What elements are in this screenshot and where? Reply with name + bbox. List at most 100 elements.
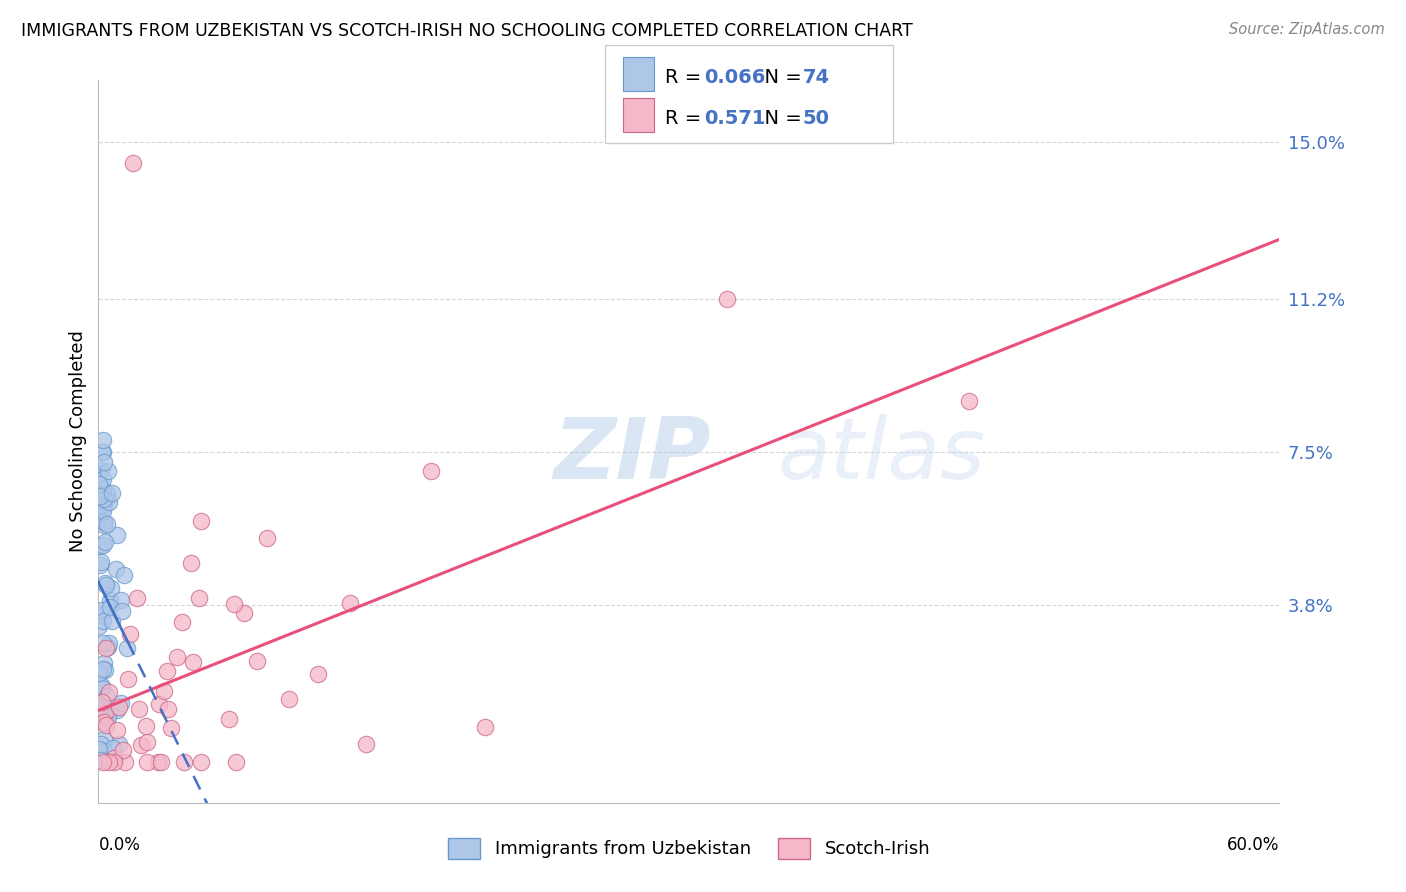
Point (110, 696, 132, 710)
Point (474, 720, 496, 734)
Point (87, 500, 110, 514)
Point (118, 626, 141, 640)
Y-axis label: No Schooling Completed: No Schooling Completed (69, 331, 87, 552)
Point (91, 603, 114, 617)
Point (91, 484, 114, 499)
Point (97, 464, 120, 478)
Point (105, 703, 128, 717)
Point (420, 464, 443, 478)
Point (166, 650, 188, 665)
Point (93, 515, 115, 529)
Text: atlas: atlas (778, 415, 986, 498)
Point (93, 518, 115, 533)
Point (110, 593, 132, 607)
Point (156, 702, 179, 716)
Point (105, 561, 128, 575)
Point (89, 741, 111, 756)
Point (89, 491, 111, 506)
Point (94, 640, 117, 655)
Text: N =: N = (752, 68, 808, 87)
Point (307, 667, 329, 681)
Point (105, 723, 128, 738)
Point (107, 700, 129, 714)
Point (90, 463, 112, 477)
Point (90, 700, 112, 714)
Point (89, 700, 111, 714)
Point (101, 740, 124, 755)
Point (98, 755, 121, 769)
Point (91, 755, 114, 769)
Point (190, 755, 212, 769)
Point (188, 591, 211, 606)
Text: R =: R = (665, 109, 707, 128)
Point (96, 485, 118, 500)
Point (278, 692, 301, 706)
Point (246, 654, 269, 668)
Point (89, 492, 111, 507)
Point (173, 755, 195, 769)
Text: 60.0%: 60.0% (1227, 836, 1279, 854)
Point (135, 719, 157, 733)
Point (91, 662, 114, 676)
Point (98, 592, 121, 607)
Text: Source: ZipAtlas.com: Source: ZipAtlas.com (1229, 22, 1385, 37)
Point (91, 537, 114, 551)
Point (89, 539, 111, 553)
Text: R =: R = (665, 68, 707, 87)
Point (233, 607, 256, 621)
Point (87, 511, 110, 525)
Point (91, 680, 114, 694)
Text: N =: N = (752, 109, 808, 128)
Point (100, 581, 122, 595)
Legend: Immigrants from Uzbekistan, Scotch-Irish: Immigrants from Uzbekistan, Scotch-Irish (440, 830, 938, 866)
Point (93, 455, 115, 469)
Text: 0.066: 0.066 (704, 68, 766, 87)
Point (160, 721, 183, 735)
Point (87, 665, 110, 680)
Point (112, 567, 135, 582)
Point (225, 755, 247, 769)
Point (218, 712, 240, 726)
Point (256, 531, 278, 545)
Point (354, 737, 377, 751)
Point (94, 535, 117, 549)
Point (93, 700, 115, 714)
Point (96, 718, 118, 732)
Point (101, 614, 124, 628)
Point (87, 467, 110, 482)
Point (91, 472, 114, 486)
Point (93, 499, 115, 513)
Point (96, 712, 118, 726)
Point (93, 715, 115, 730)
Point (957, 394, 980, 409)
Point (97, 640, 120, 655)
Text: 0.571: 0.571 (704, 109, 766, 128)
Point (89, 489, 111, 503)
Point (98, 600, 121, 615)
Point (91, 614, 114, 628)
Point (94, 663, 117, 677)
Point (97, 710, 120, 724)
Point (156, 664, 179, 678)
Point (224, 597, 246, 611)
Point (131, 739, 153, 753)
Point (91, 695, 114, 709)
Text: 74: 74 (803, 68, 830, 87)
Point (117, 672, 139, 686)
Point (170, 615, 193, 629)
Point (111, 604, 134, 618)
Point (90, 738, 112, 752)
Point (128, 702, 150, 716)
Point (114, 755, 136, 769)
Point (91, 710, 114, 724)
Point (153, 684, 176, 698)
Point (135, 734, 157, 748)
Point (96, 689, 118, 703)
Point (93, 504, 115, 518)
Point (91, 434, 114, 448)
Point (148, 755, 170, 769)
Point (87, 477, 110, 491)
Point (148, 698, 170, 712)
Point (136, 755, 159, 769)
Point (91, 681, 114, 696)
